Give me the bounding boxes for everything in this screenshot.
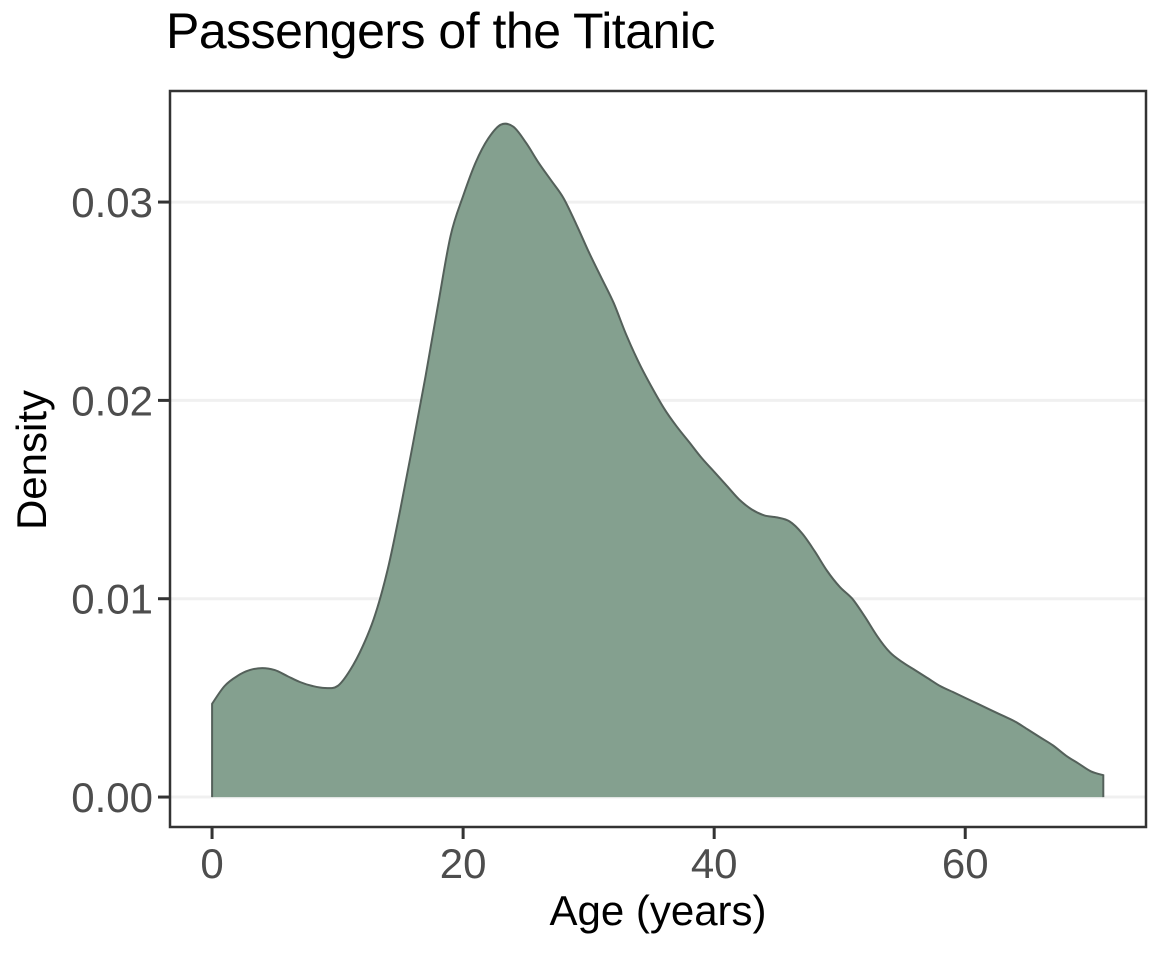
x-tick-label: 40 xyxy=(691,840,738,887)
density-area xyxy=(211,122,1105,798)
plot-title: Passengers of the Titanic xyxy=(166,3,715,59)
y-tick-label: 0.01 xyxy=(71,576,153,623)
x-tick-label: 20 xyxy=(440,840,487,887)
x-tick-label: 60 xyxy=(942,840,989,887)
panel-border xyxy=(168,89,1148,829)
x-axis-title: Age (years) xyxy=(549,887,767,934)
x-tick-label: 0 xyxy=(200,840,223,887)
y-tick-label: 0.03 xyxy=(71,179,153,226)
y-tick-label: 0.00 xyxy=(71,774,153,821)
y-tick-label: 0.02 xyxy=(71,377,153,424)
